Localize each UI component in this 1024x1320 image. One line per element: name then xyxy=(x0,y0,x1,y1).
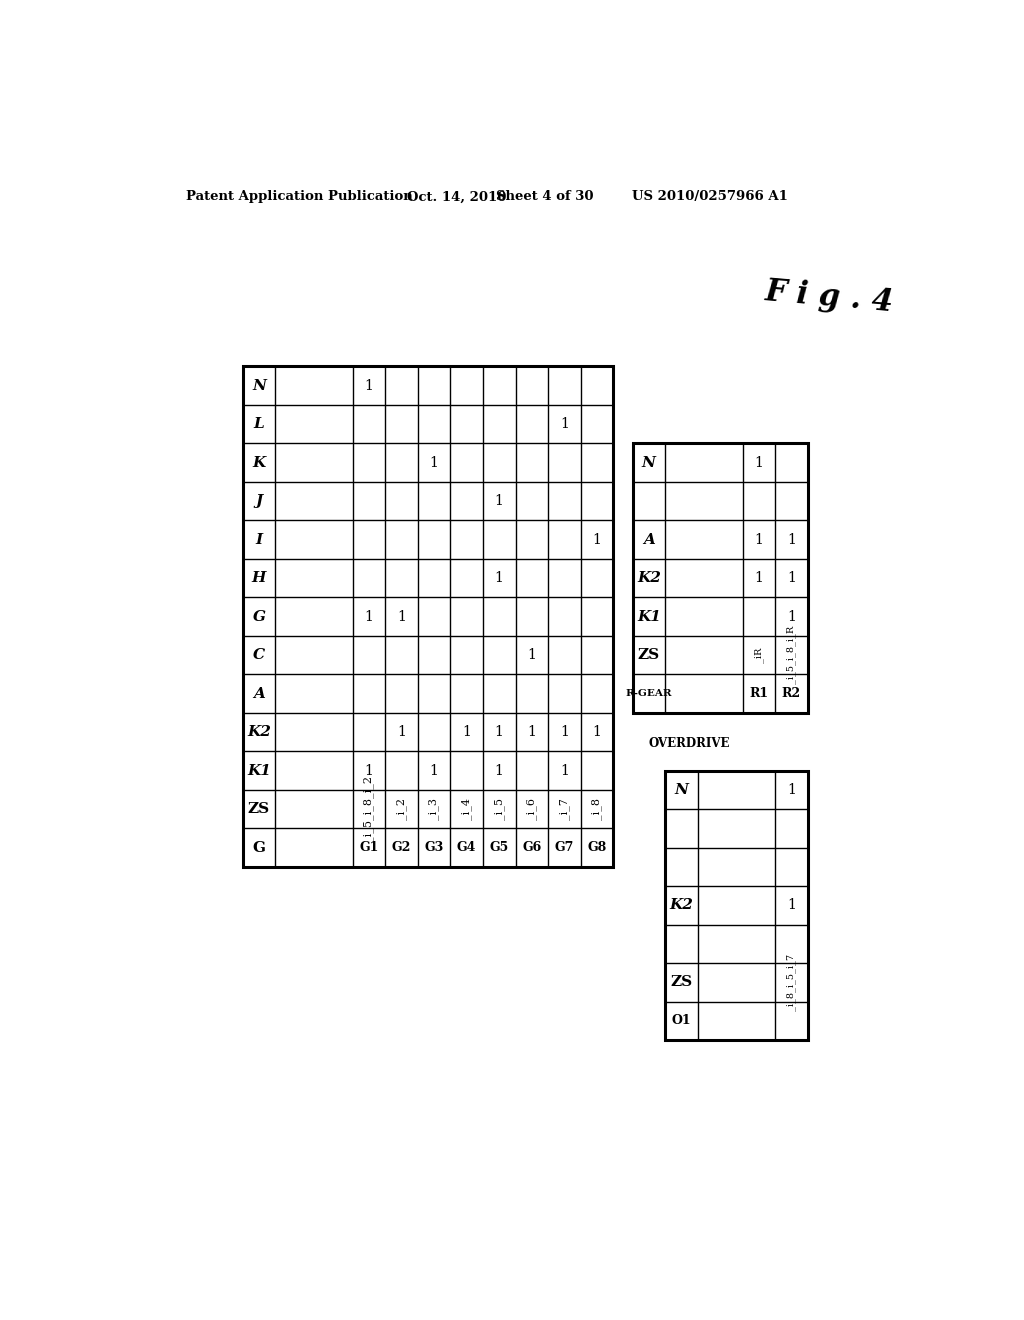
Text: 1: 1 xyxy=(495,763,504,777)
Text: G: G xyxy=(253,610,265,623)
Text: 1: 1 xyxy=(527,648,537,663)
Text: 1: 1 xyxy=(787,532,796,546)
Text: G1: G1 xyxy=(359,841,379,854)
Text: 1: 1 xyxy=(430,763,438,777)
Text: H: H xyxy=(252,572,266,585)
Text: A: A xyxy=(253,686,265,701)
Text: 1: 1 xyxy=(755,532,763,546)
Text: 1: 1 xyxy=(787,572,796,585)
Text: N: N xyxy=(675,783,688,797)
Text: J: J xyxy=(255,494,262,508)
Text: R1: R1 xyxy=(750,686,768,700)
Bar xyxy=(633,444,808,713)
Text: G7: G7 xyxy=(555,841,574,854)
Text: US 2010/0257966 A1: US 2010/0257966 A1 xyxy=(632,190,787,203)
Text: 1: 1 xyxy=(365,763,374,777)
Text: ZS: ZS xyxy=(638,648,659,663)
Text: 1: 1 xyxy=(462,725,471,739)
Text: G5: G5 xyxy=(489,841,509,854)
Text: 1: 1 xyxy=(397,610,406,623)
Text: G4: G4 xyxy=(457,841,476,854)
Text: 1: 1 xyxy=(495,494,504,508)
Text: ZS: ZS xyxy=(248,803,270,816)
Text: K2: K2 xyxy=(637,572,660,585)
Text: 1: 1 xyxy=(560,763,568,777)
Text: 1: 1 xyxy=(787,899,796,912)
Text: OVERDRIVE: OVERDRIVE xyxy=(649,737,730,750)
Text: _iR: _iR xyxy=(754,647,764,663)
Text: N: N xyxy=(642,455,655,470)
Text: _i_8: _i_8 xyxy=(592,799,602,820)
Text: G8: G8 xyxy=(587,841,606,854)
Text: Patent Application Publication: Patent Application Publication xyxy=(186,190,413,203)
Text: K2: K2 xyxy=(247,725,271,739)
Text: L: L xyxy=(254,417,264,432)
Text: 1: 1 xyxy=(755,572,763,585)
Text: _i_4: _i_4 xyxy=(462,799,472,820)
Text: _i_2: _i_2 xyxy=(396,799,407,820)
Text: _i_6: _i_6 xyxy=(526,799,538,820)
Text: 1: 1 xyxy=(430,455,438,470)
Text: K1: K1 xyxy=(247,763,271,777)
Text: 1: 1 xyxy=(787,610,796,623)
Text: K2: K2 xyxy=(670,899,693,912)
Text: 1: 1 xyxy=(365,379,374,392)
Bar xyxy=(243,367,613,867)
Text: 1: 1 xyxy=(495,725,504,739)
Text: _i_7: _i_7 xyxy=(559,799,569,820)
Text: _i_3: _i_3 xyxy=(429,799,439,820)
Text: G: G xyxy=(253,841,265,854)
Text: 1: 1 xyxy=(560,417,568,432)
Text: K1: K1 xyxy=(637,610,660,623)
Text: ZS: ZS xyxy=(671,975,692,989)
Text: G2: G2 xyxy=(392,841,412,854)
Text: Sheet 4 of 30: Sheet 4 of 30 xyxy=(496,190,594,203)
Text: R2: R2 xyxy=(782,686,801,700)
Text: N: N xyxy=(252,379,266,392)
Text: F i g . 4: F i g . 4 xyxy=(764,276,895,318)
Text: 1: 1 xyxy=(593,532,601,546)
Text: G6: G6 xyxy=(522,841,542,854)
Text: 1: 1 xyxy=(397,725,406,739)
Text: R-GEAR: R-GEAR xyxy=(626,689,672,698)
Text: 1: 1 xyxy=(365,610,374,623)
Text: K: K xyxy=(252,455,265,470)
Text: _i_5_i_8_i_2: _i_5_i_8_i_2 xyxy=(364,776,375,842)
Text: A: A xyxy=(643,532,654,546)
Text: 1: 1 xyxy=(787,783,796,797)
Text: 1: 1 xyxy=(560,725,568,739)
Text: G3: G3 xyxy=(425,841,443,854)
Text: O1: O1 xyxy=(672,1014,691,1027)
Text: _i_5_i_8_i_R: _i_5_i_8_i_R xyxy=(786,626,797,684)
Text: I: I xyxy=(255,532,262,546)
Text: 1: 1 xyxy=(755,455,763,470)
Text: 1: 1 xyxy=(593,725,601,739)
Text: _i_8_i_5_i_7: _i_8_i_5_i_7 xyxy=(786,954,797,1011)
Text: _i_5: _i_5 xyxy=(494,799,505,820)
Text: Oct. 14, 2010: Oct. 14, 2010 xyxy=(407,190,507,203)
Text: 1: 1 xyxy=(495,572,504,585)
Text: C: C xyxy=(253,648,265,663)
Bar xyxy=(665,771,808,1040)
Text: 1: 1 xyxy=(527,725,537,739)
